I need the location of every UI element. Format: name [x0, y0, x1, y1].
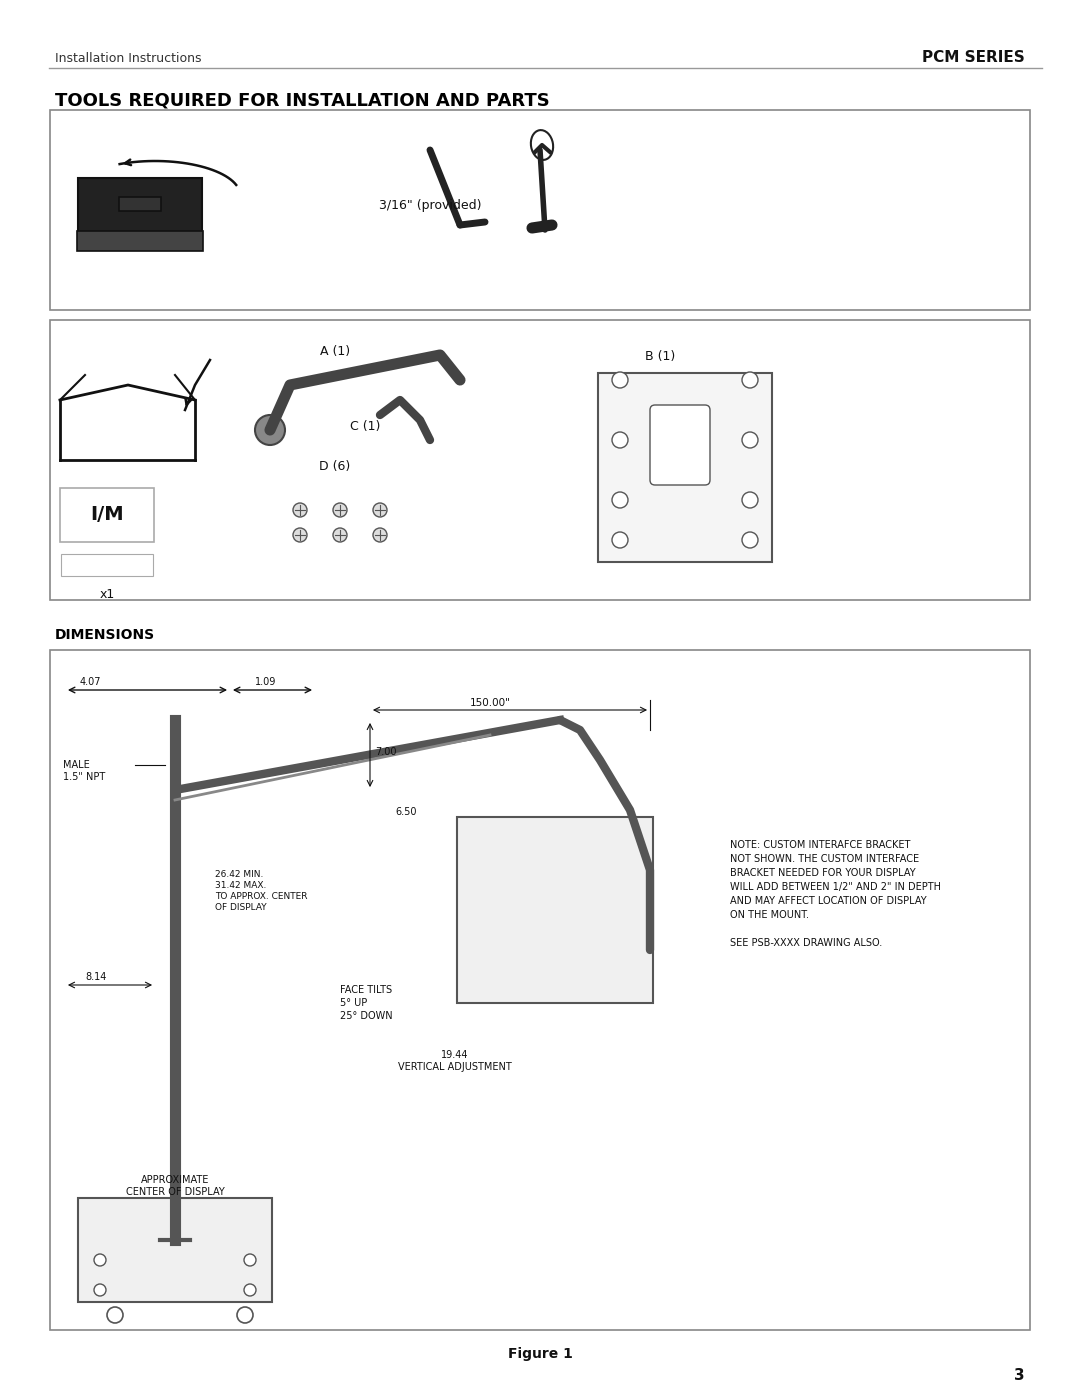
Circle shape — [107, 1308, 123, 1323]
Circle shape — [244, 1284, 256, 1296]
FancyBboxPatch shape — [457, 817, 653, 1003]
Circle shape — [244, 1255, 256, 1266]
FancyBboxPatch shape — [77, 231, 203, 251]
Ellipse shape — [531, 130, 553, 159]
Text: 150.00": 150.00" — [470, 698, 511, 708]
Circle shape — [373, 503, 387, 517]
Circle shape — [293, 528, 307, 542]
Text: DIMENSIONS: DIMENSIONS — [55, 629, 156, 643]
Text: NOTE: CUSTOM INTERAFCE BRACKET
NOT SHOWN. THE CUSTOM INTERFACE
BRACKET NEEDED FO: NOTE: CUSTOM INTERAFCE BRACKET NOT SHOWN… — [730, 840, 941, 949]
Text: 8.14: 8.14 — [85, 972, 106, 982]
Text: 4.07: 4.07 — [80, 678, 102, 687]
FancyBboxPatch shape — [50, 320, 1030, 599]
Text: D (6): D (6) — [320, 460, 351, 474]
Text: I/M: I/M — [91, 506, 124, 524]
Text: 3/16" (provided): 3/16" (provided) — [379, 198, 482, 211]
Text: 7.00: 7.00 — [375, 747, 396, 757]
Text: 19.44
VERTICAL ADJUSTMENT: 19.44 VERTICAL ADJUSTMENT — [399, 1051, 512, 1073]
Text: 6.50: 6.50 — [395, 807, 417, 817]
Circle shape — [373, 528, 387, 542]
Circle shape — [255, 415, 285, 446]
Circle shape — [612, 372, 627, 388]
Circle shape — [333, 528, 347, 542]
Circle shape — [742, 372, 758, 388]
Circle shape — [333, 503, 347, 517]
Circle shape — [94, 1255, 106, 1266]
Text: C (1): C (1) — [350, 420, 380, 433]
Text: Installation Instructions: Installation Instructions — [55, 52, 202, 64]
Text: TOOLS REQUIRED FOR INSTALLATION AND PARTS: TOOLS REQUIRED FOR INSTALLATION AND PART… — [55, 91, 550, 109]
Text: MALE
1.5" NPT: MALE 1.5" NPT — [63, 760, 105, 782]
Text: PCM SERIES: PCM SERIES — [922, 50, 1025, 66]
Circle shape — [94, 1284, 106, 1296]
Circle shape — [612, 432, 627, 448]
Circle shape — [237, 1308, 253, 1323]
Text: A (1): A (1) — [320, 345, 350, 358]
FancyBboxPatch shape — [119, 197, 161, 211]
Text: Figure 1: Figure 1 — [508, 1347, 572, 1361]
Text: 3: 3 — [1014, 1368, 1025, 1383]
Circle shape — [612, 492, 627, 509]
Circle shape — [293, 503, 307, 517]
Circle shape — [742, 532, 758, 548]
Text: 26.42 MIN.
31.42 MAX.
TO APPROX. CENTER
OF DISPLAY: 26.42 MIN. 31.42 MAX. TO APPROX. CENTER … — [215, 870, 308, 912]
Text: APPROXIMATE
CENTER OF DISPLAY: APPROXIMATE CENTER OF DISPLAY — [125, 1175, 225, 1197]
FancyBboxPatch shape — [78, 1199, 272, 1302]
FancyBboxPatch shape — [50, 110, 1030, 310]
FancyBboxPatch shape — [598, 373, 772, 562]
Text: FACE TILTS
5° UP
25° DOWN: FACE TILTS 5° UP 25° DOWN — [340, 985, 393, 1021]
FancyBboxPatch shape — [78, 177, 202, 242]
FancyBboxPatch shape — [60, 488, 154, 542]
Text: B (1): B (1) — [645, 351, 675, 363]
FancyBboxPatch shape — [60, 555, 153, 576]
FancyBboxPatch shape — [50, 650, 1030, 1330]
Circle shape — [742, 492, 758, 509]
Text: 1.09: 1.09 — [255, 678, 276, 687]
Circle shape — [742, 432, 758, 448]
Text: x1: x1 — [99, 588, 114, 602]
FancyBboxPatch shape — [650, 405, 710, 485]
Circle shape — [612, 532, 627, 548]
